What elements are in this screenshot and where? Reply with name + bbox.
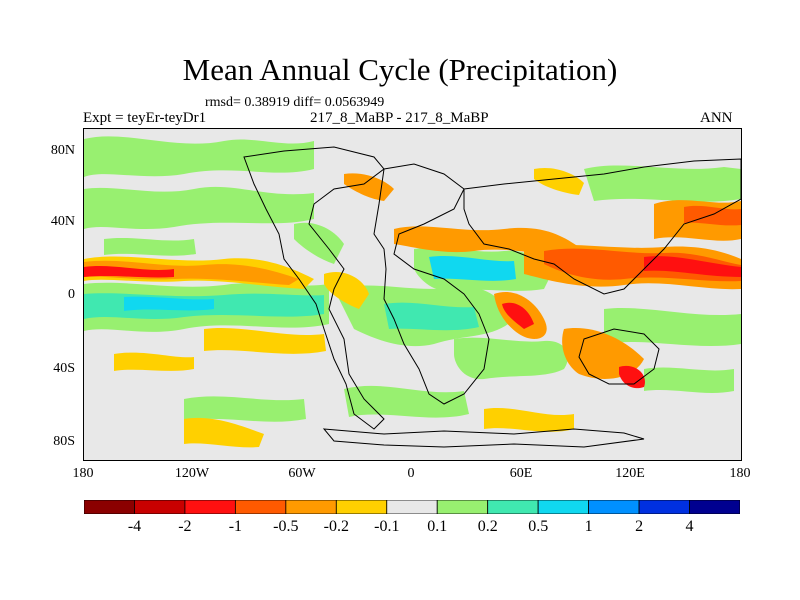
negative-anomalies <box>84 167 741 448</box>
x-tick-120w: 120W <box>174 466 210 481</box>
colorbar-swatch <box>285 500 337 514</box>
australia-outline <box>578 328 660 385</box>
colorbar-label: 0.5 <box>528 518 549 535</box>
experiment-label: Expt = teyEr-teyDr1 <box>83 110 207 126</box>
y-tick-0: 0 <box>68 287 75 302</box>
antarctica-outline <box>322 428 645 448</box>
y-tick-40s: 40S <box>53 361 75 376</box>
colorbar-label: 0.1 <box>427 518 448 535</box>
colorbar-label: 2 <box>635 518 644 535</box>
colorbar-swatch <box>537 500 590 514</box>
colorbar-label: -2 <box>178 518 192 535</box>
colorbar-swatch <box>689 500 740 514</box>
precipitation-map <box>83 128 742 461</box>
y-tick-80s: 80S <box>53 434 75 449</box>
colorbar-swatch <box>487 500 539 514</box>
positive-anomalies <box>84 136 741 422</box>
colorbar-swatch <box>184 500 236 514</box>
colorbar-swatch <box>234 500 287 514</box>
colorbar-swatch <box>638 500 690 514</box>
x-tick-0: 0 <box>407 466 415 481</box>
asia-outline <box>463 158 741 295</box>
colorbar-swatch <box>386 500 438 514</box>
x-tick-120e: 120E <box>615 466 645 481</box>
x-tick-60w: 60W <box>288 466 316 481</box>
y-tick-80n: 80N <box>50 143 75 158</box>
colorbar-label: 4 <box>685 518 694 535</box>
map-title: Mean Annual Cycle (Precipitation) <box>182 52 618 87</box>
x-tick-180w: 180 <box>72 466 94 481</box>
colorbar-swatch <box>134 500 186 514</box>
colorbar-swatch <box>335 500 388 514</box>
colorbar-label: -0.1 <box>374 518 400 535</box>
season-label: ANN <box>700 110 733 126</box>
colorbar-swatch <box>436 500 489 514</box>
x-tick-180e: 180 <box>729 466 751 481</box>
colorbar-swatch <box>588 500 640 514</box>
stats-text: rmsd= 0.38919 diff= 0.0563949 <box>205 95 385 110</box>
colorbar-label: -1 <box>228 518 243 535</box>
americas-outline <box>243 146 385 430</box>
case-label: 217_8_MaBP - 217_8_MaBP <box>310 110 489 126</box>
colorbar-label: 0.2 <box>477 518 498 535</box>
y-tick-40n: 40N <box>50 214 75 229</box>
colorbar-label: 1 <box>584 518 593 535</box>
continent-outlines <box>243 146 741 448</box>
colorbar-label: -4 <box>127 518 142 535</box>
map-svg <box>84 129 741 460</box>
colorbar-swatch <box>84 500 135 514</box>
colorbar <box>84 500 740 514</box>
colorbar-label: -0.2 <box>323 518 349 535</box>
europe-africa-outline <box>373 163 490 405</box>
colorbar-label: -0.5 <box>273 518 299 535</box>
x-tick-60e: 60E <box>509 466 533 481</box>
